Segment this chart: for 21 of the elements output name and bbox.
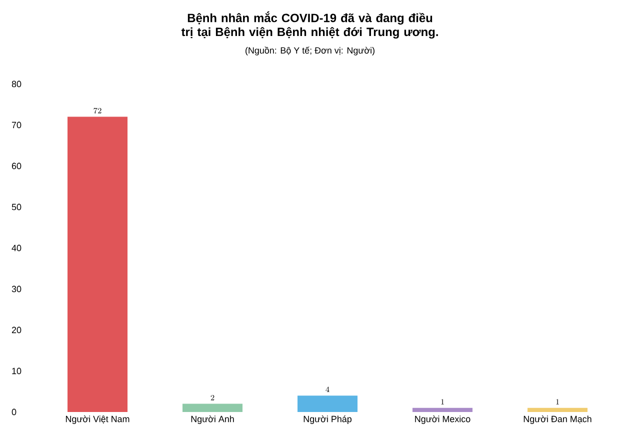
y-tick-label: 80 [12, 80, 22, 88]
bar [528, 408, 588, 412]
y-tick-label: 10 [12, 368, 22, 374]
x-tick-label: Người Đan Mạch [524, 415, 592, 424]
y-tick-label: 0 [12, 408, 16, 416]
bar [412, 408, 473, 412]
y-tick-label: 20 [12, 326, 22, 334]
y-tick-label: 40 [12, 244, 22, 252]
y-tick-label: 50 [12, 204, 22, 210]
bar [68, 116, 128, 412]
y-tick-label: 30 [12, 286, 22, 292]
y-tick-label: 70 [12, 122, 22, 128]
bar [298, 396, 358, 412]
x-tick-label: Người Anh [191, 415, 234, 424]
x-tick-label: Người Pháp [304, 415, 352, 424]
y-tick-label: 60 [12, 162, 22, 170]
chart-title: Bệnh nhân mắc COVID-19 đã và đang điều trị tại Bệnh viện Bệnh nhiệt đới Trung ương. [181, 11, 438, 39]
x-tick-label: Người Mexico [415, 415, 470, 424]
bar [182, 404, 243, 412]
x-tick-label: Người Việt Nam [66, 415, 130, 424]
chart-subtitle: (Nguồn: Bộ Y tế; Đơn vị: Người) [246, 46, 374, 56]
